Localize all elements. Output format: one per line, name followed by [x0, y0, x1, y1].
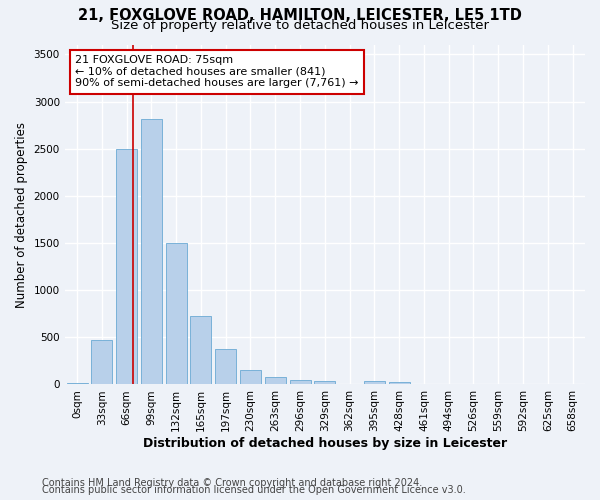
- Bar: [240, 370, 261, 384]
- Bar: [166, 243, 187, 384]
- Bar: [116, 148, 137, 384]
- Bar: [215, 348, 236, 384]
- Text: Size of property relative to detached houses in Leicester: Size of property relative to detached ho…: [111, 18, 489, 32]
- Bar: [265, 378, 286, 384]
- Text: 21 FOXGLOVE ROAD: 75sqm
← 10% of detached houses are smaller (841)
90% of semi-d: 21 FOXGLOVE ROAD: 75sqm ← 10% of detache…: [75, 55, 359, 88]
- Bar: [364, 381, 385, 384]
- X-axis label: Distribution of detached houses by size in Leicester: Distribution of detached houses by size …: [143, 437, 507, 450]
- Text: Contains public sector information licensed under the Open Government Licence v3: Contains public sector information licen…: [42, 485, 466, 495]
- Text: 21, FOXGLOVE ROAD, HAMILTON, LEICESTER, LE5 1TD: 21, FOXGLOVE ROAD, HAMILTON, LEICESTER, …: [78, 8, 522, 22]
- Text: Contains HM Land Registry data © Crown copyright and database right 2024.: Contains HM Land Registry data © Crown c…: [42, 478, 422, 488]
- Bar: [389, 382, 410, 384]
- Bar: [91, 340, 112, 384]
- Bar: [314, 381, 335, 384]
- Bar: [141, 118, 162, 384]
- Bar: [290, 380, 311, 384]
- Bar: [190, 316, 211, 384]
- Bar: [67, 382, 88, 384]
- Y-axis label: Number of detached properties: Number of detached properties: [15, 122, 28, 308]
